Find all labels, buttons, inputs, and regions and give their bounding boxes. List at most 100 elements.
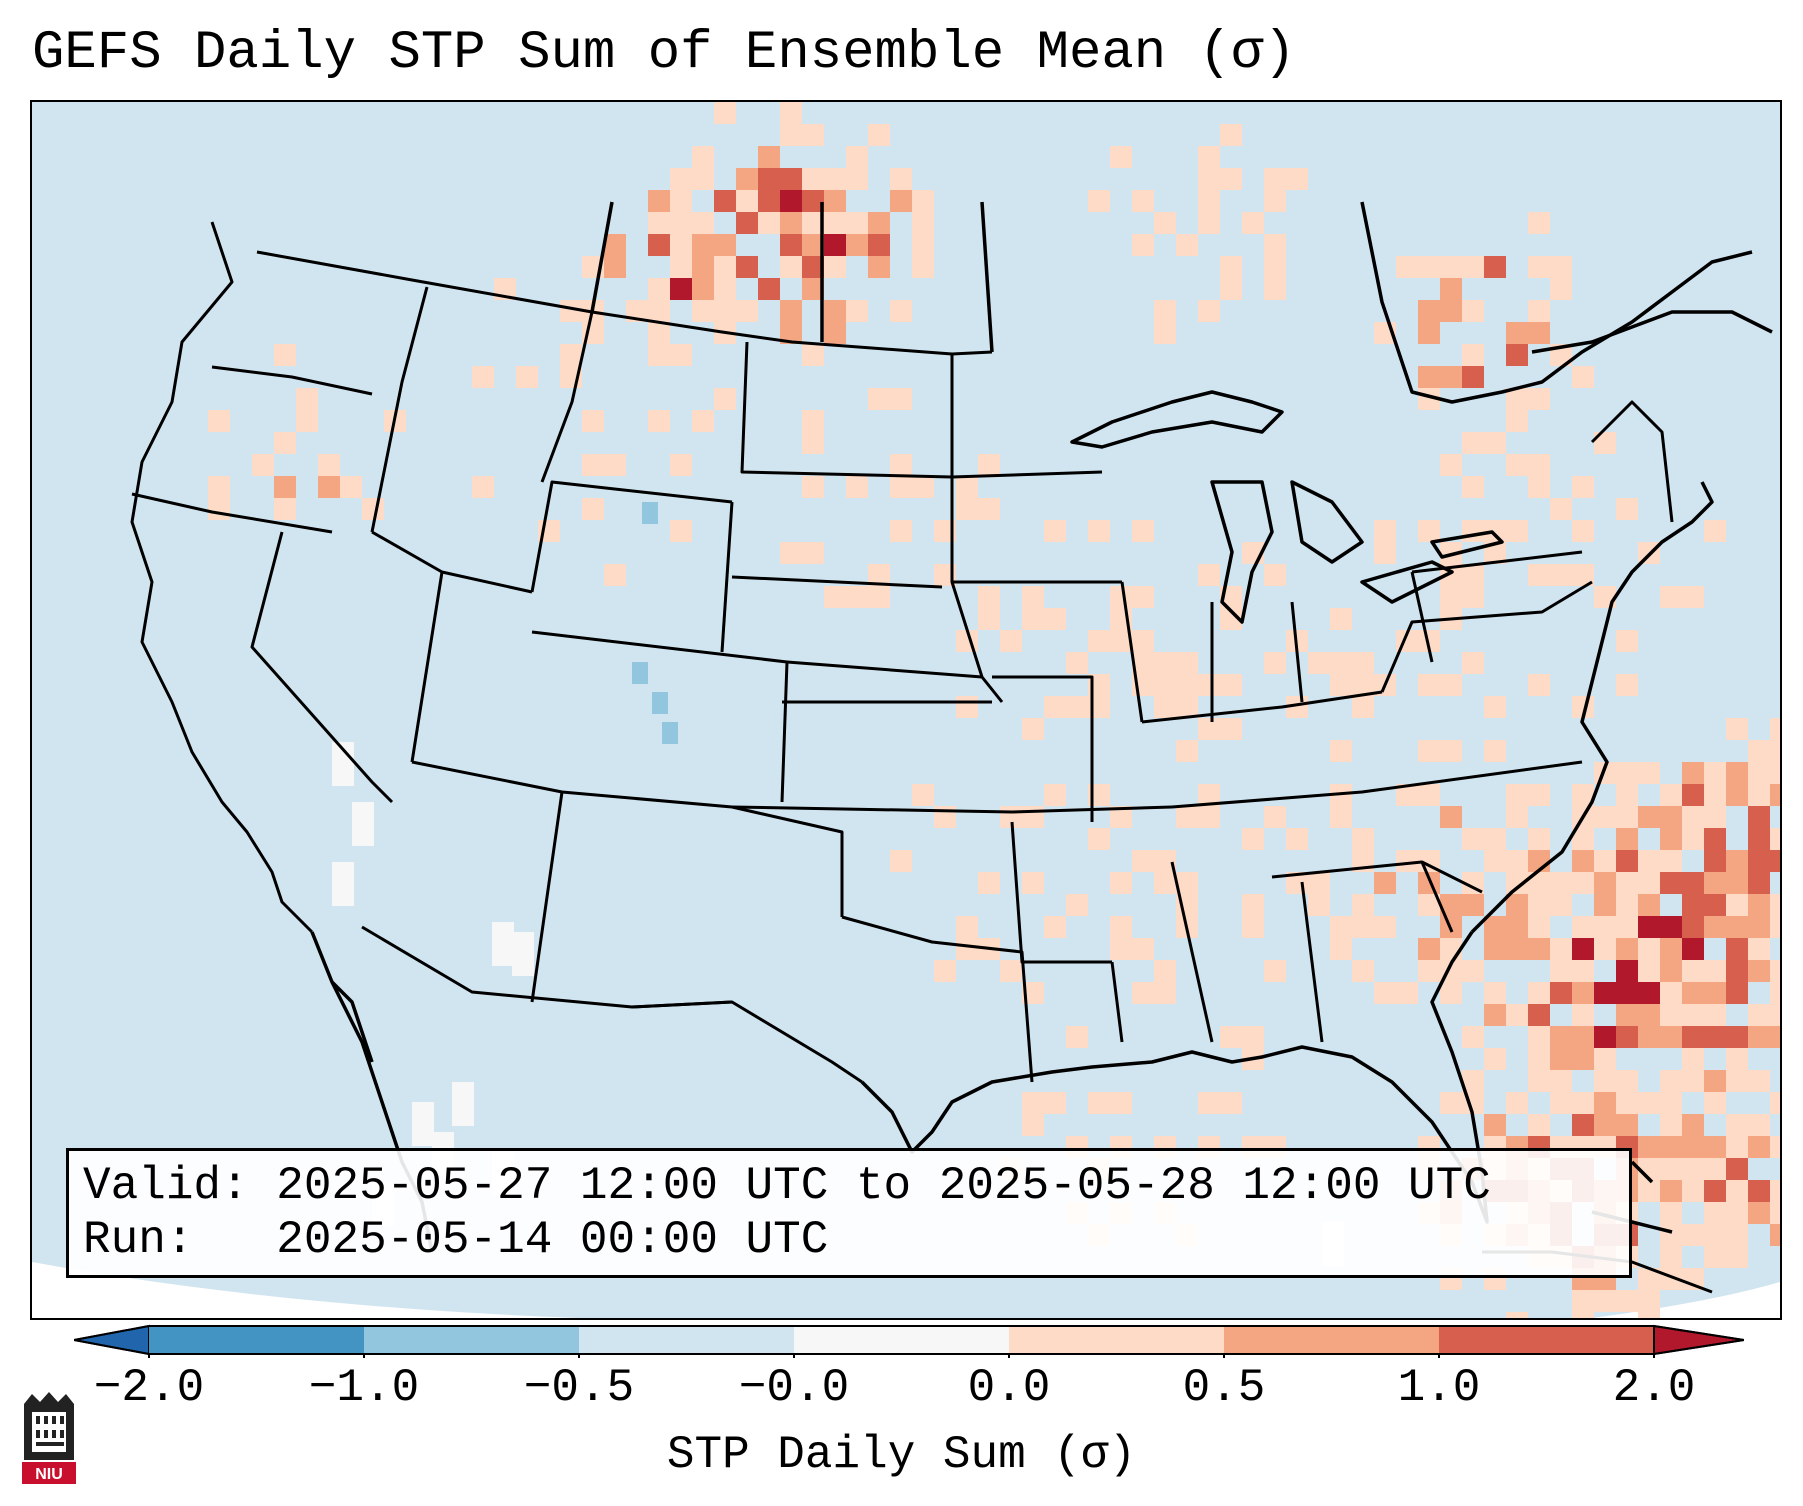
stp-cell bbox=[824, 256, 846, 278]
stp-cell bbox=[692, 410, 714, 432]
stp-cell bbox=[1528, 872, 1550, 894]
colorbar-segment bbox=[1009, 1326, 1224, 1354]
stp-cell bbox=[1022, 1092, 1044, 1114]
domain-edge bbox=[32, 1262, 577, 1318]
stp-cell bbox=[1704, 1224, 1726, 1246]
stp-cell bbox=[1638, 872, 1660, 894]
stp-cell bbox=[1110, 916, 1132, 938]
stp-cell bbox=[472, 366, 494, 388]
stp-cell bbox=[1704, 850, 1726, 872]
stp-cell bbox=[648, 190, 670, 212]
stp-cell bbox=[1264, 234, 1286, 256]
stp-cell bbox=[736, 190, 758, 212]
stp-cell bbox=[1440, 300, 1462, 322]
stp-cell bbox=[1638, 1092, 1660, 1114]
stp-cell bbox=[1594, 850, 1616, 872]
stp-cell bbox=[1528, 300, 1550, 322]
stp-cell bbox=[692, 234, 714, 256]
stp-cell bbox=[1770, 828, 1780, 850]
stp-cell-neutral bbox=[352, 802, 374, 846]
stp-cell bbox=[912, 256, 934, 278]
stp-cell bbox=[1484, 740, 1506, 762]
stp-cell bbox=[758, 212, 780, 234]
stp-cell bbox=[1022, 872, 1044, 894]
stp-cell bbox=[802, 124, 824, 146]
stp-cell bbox=[1220, 168, 1242, 190]
stp-cell bbox=[1682, 1004, 1704, 1026]
colorbar-tick-label: −2.0 bbox=[93, 1362, 205, 1414]
stp-cell bbox=[1528, 1026, 1550, 1048]
stp-cell bbox=[1572, 828, 1594, 850]
stp-cell bbox=[1418, 894, 1440, 916]
stp-cell bbox=[1286, 168, 1308, 190]
stp-cell bbox=[648, 322, 670, 344]
stp-cell bbox=[1396, 850, 1418, 872]
stp-cell bbox=[1198, 564, 1220, 586]
stp-cell bbox=[1198, 784, 1220, 806]
stp-cell bbox=[1506, 872, 1528, 894]
stp-cell bbox=[1682, 1048, 1704, 1070]
stp-cell bbox=[780, 102, 802, 124]
stp-cell bbox=[1594, 1048, 1616, 1070]
stp-cell bbox=[912, 784, 934, 806]
stp-cell bbox=[1484, 1114, 1506, 1136]
stp-cell bbox=[1352, 674, 1374, 696]
stp-cell bbox=[714, 102, 736, 124]
stp-cell bbox=[1616, 916, 1638, 938]
stp-cell bbox=[1528, 938, 1550, 960]
stp-cell bbox=[1572, 1026, 1594, 1048]
stp-cell bbox=[1616, 1026, 1638, 1048]
stp-cell bbox=[1660, 1180, 1682, 1202]
stp-cell bbox=[1748, 828, 1770, 850]
stp-cell bbox=[1638, 1136, 1660, 1158]
stp-cell bbox=[1374, 872, 1396, 894]
stp-cell bbox=[956, 938, 978, 960]
stp-cell bbox=[1044, 608, 1066, 630]
stp-cell bbox=[1462, 894, 1484, 916]
stp-cell bbox=[1550, 1026, 1572, 1048]
stp-cell bbox=[1770, 1202, 1780, 1224]
stp-cell bbox=[736, 256, 758, 278]
stp-cell bbox=[1044, 1092, 1066, 1114]
stp-cell bbox=[824, 190, 846, 212]
stp-cell bbox=[1286, 828, 1308, 850]
stp-cell bbox=[1418, 520, 1440, 542]
stp-cell bbox=[846, 212, 868, 234]
map-panel[interactable] bbox=[30, 100, 1782, 1320]
stp-cell bbox=[1462, 652, 1484, 674]
stp-cell bbox=[1726, 1246, 1748, 1268]
stp-cell-neutral bbox=[332, 742, 354, 786]
stp-cell bbox=[1264, 168, 1286, 190]
stp-cell bbox=[1638, 1290, 1660, 1312]
stp-cell bbox=[736, 212, 758, 234]
stp-cell bbox=[1506, 520, 1528, 542]
stp-cell bbox=[1198, 718, 1220, 740]
stp-cell bbox=[1198, 146, 1220, 168]
stp-cell bbox=[1726, 1114, 1748, 1136]
stp-cell bbox=[758, 146, 780, 168]
stp-cell bbox=[1748, 960, 1770, 982]
stp-cell bbox=[1660, 1070, 1682, 1092]
stp-cell bbox=[1616, 1004, 1638, 1026]
stp-cell bbox=[1242, 1026, 1264, 1048]
stp-cell bbox=[1506, 410, 1528, 432]
stp-cell bbox=[846, 476, 868, 498]
stp-cell bbox=[1484, 982, 1506, 1004]
stp-cell bbox=[1616, 1114, 1638, 1136]
stp-cell bbox=[890, 454, 912, 476]
stp-cell bbox=[648, 234, 670, 256]
stp-cell bbox=[1462, 520, 1484, 542]
stp-cell bbox=[1022, 982, 1044, 1004]
stp-cell bbox=[1660, 1246, 1682, 1268]
stp-cell bbox=[824, 212, 846, 234]
stp-cell bbox=[1506, 806, 1528, 828]
stp-cell bbox=[1682, 916, 1704, 938]
stp-cell bbox=[1770, 1092, 1780, 1114]
stp-cell bbox=[648, 212, 670, 234]
stp-cell bbox=[1660, 982, 1682, 1004]
stp-cell bbox=[1748, 1136, 1770, 1158]
stp-cell bbox=[1374, 542, 1396, 564]
stp-cell bbox=[1528, 212, 1550, 234]
stp-cell bbox=[714, 190, 736, 212]
stp-cell bbox=[1418, 630, 1440, 652]
